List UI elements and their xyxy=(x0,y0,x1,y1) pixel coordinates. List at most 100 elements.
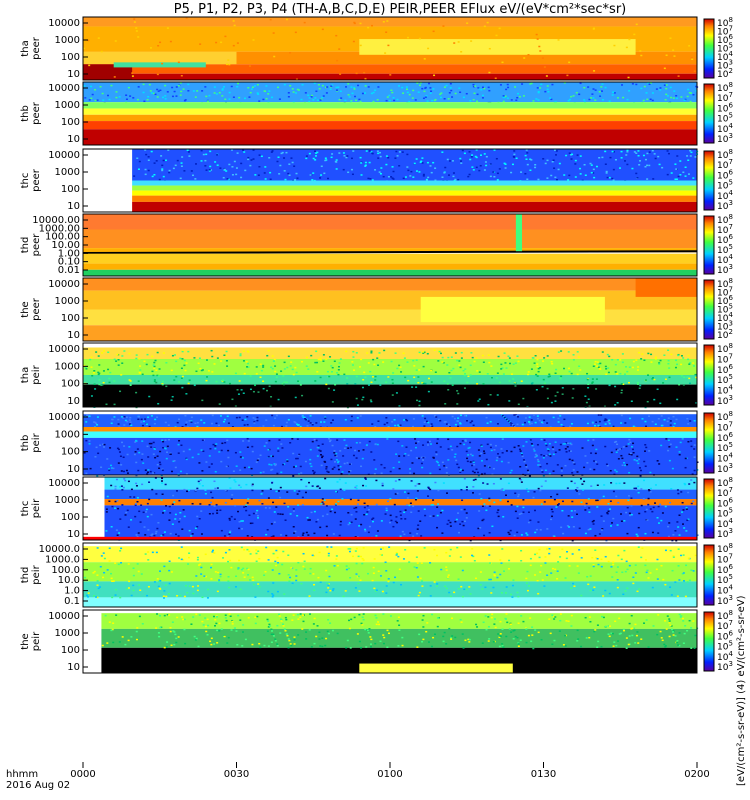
heatmap-speckle xyxy=(329,439,332,442)
heatmap-speckle xyxy=(630,453,633,456)
heatmap-speckle xyxy=(494,77,497,80)
heatmap-speckle xyxy=(635,23,638,26)
heatmap-speckle xyxy=(427,495,430,497)
heatmap-speckle xyxy=(163,531,166,533)
heatmap-speckle xyxy=(161,96,164,99)
heatmap-speckle xyxy=(457,41,460,43)
heatmap-speckle xyxy=(227,449,230,452)
heatmap-speckle xyxy=(521,83,524,85)
heatmap-speckle xyxy=(437,489,440,492)
heatmap-band xyxy=(83,229,697,249)
heatmap-speckle xyxy=(518,513,521,515)
heatmap-speckle xyxy=(103,571,106,574)
heatmap-speckle xyxy=(489,446,492,449)
heatmap-speckle xyxy=(353,507,356,510)
heatmap-speckle xyxy=(347,447,350,449)
heatmap-speckle xyxy=(588,636,591,639)
heatmap-speckle xyxy=(537,367,540,370)
heatmap-speckle xyxy=(310,465,313,468)
heatmap-speckle xyxy=(270,469,273,471)
heatmap-speckle xyxy=(368,150,371,152)
heatmap-speckle xyxy=(471,356,474,359)
heatmap-speckle xyxy=(567,351,570,353)
heatmap-speckle xyxy=(120,547,123,550)
heatmap-speckle xyxy=(179,511,182,514)
heatmap-speckle xyxy=(555,368,558,371)
heatmap-speckle xyxy=(570,95,573,98)
heatmap-speckle xyxy=(335,452,338,455)
heatmap-speckle xyxy=(107,351,110,354)
heatmap-speckle xyxy=(514,86,517,88)
heatmap-speckle xyxy=(400,583,403,586)
heatmap-speckle xyxy=(373,587,376,590)
heatmap-speckle xyxy=(615,451,618,454)
heatmap-speckle xyxy=(359,22,362,25)
heatmap-speckle xyxy=(146,353,149,356)
heatmap-speckle xyxy=(157,90,160,92)
heatmap-speckle xyxy=(377,621,380,623)
heatmap-speckle xyxy=(676,155,679,157)
heatmap-speckle xyxy=(391,394,394,396)
heatmap-speckle xyxy=(473,463,476,466)
heatmap-speckle xyxy=(513,534,516,537)
heatmap-speckle xyxy=(651,378,654,380)
heatmap-speckle xyxy=(534,629,537,631)
heatmap-speckle xyxy=(667,359,670,362)
heatmap-speckle xyxy=(243,424,246,426)
heatmap-speckle xyxy=(157,632,160,634)
heatmap-speckle xyxy=(488,638,491,640)
heatmap-speckle xyxy=(305,356,308,359)
heatmap-speckle xyxy=(680,374,683,377)
heatmap-speckle xyxy=(595,388,598,390)
heatmap-speckle xyxy=(215,380,218,383)
heatmap-speckle xyxy=(96,99,99,101)
heatmap-speckle xyxy=(520,560,523,562)
heatmap-speckle xyxy=(242,572,245,574)
heatmap-speckle xyxy=(299,425,302,428)
heatmap-speckle xyxy=(378,623,381,626)
heatmap-speckle xyxy=(486,483,489,485)
panel-1-ylabel2: peer xyxy=(31,101,42,125)
heatmap-speckle xyxy=(572,461,575,464)
heatmap-speckle xyxy=(403,419,406,421)
heatmap-band xyxy=(83,129,697,145)
heatmap-speckle xyxy=(479,154,482,156)
heatmap-speckle xyxy=(321,645,324,648)
heatmap-speckle xyxy=(364,528,367,531)
heatmap-speckle xyxy=(693,448,696,450)
heatmap-speckle xyxy=(203,575,206,577)
heatmap-speckle xyxy=(678,534,681,536)
heatmap-speckle xyxy=(319,177,322,179)
heatmap-speckle xyxy=(146,515,149,518)
heatmap-speckle xyxy=(182,88,185,90)
heatmap-speckle xyxy=(90,356,93,358)
heatmap-speckle xyxy=(269,405,272,408)
heatmap-speckle xyxy=(660,444,663,447)
heatmap-speckle xyxy=(395,150,398,153)
heatmap-speckle xyxy=(404,376,407,379)
heatmap-speckle xyxy=(111,596,114,599)
heatmap-speckle xyxy=(413,162,416,165)
heatmap-speckle xyxy=(321,84,324,87)
heatmap-speckle xyxy=(559,556,562,558)
heatmap-speckle xyxy=(491,613,494,616)
heatmap-speckle xyxy=(124,643,127,646)
heatmap-speckle xyxy=(193,357,196,359)
heatmap-speckle xyxy=(362,613,365,615)
heatmap-speckle xyxy=(135,439,138,442)
heatmap-speckle xyxy=(604,555,607,558)
heatmap-speckle xyxy=(161,168,164,170)
heatmap-speckle xyxy=(398,425,401,427)
heatmap-speckle xyxy=(487,640,490,642)
heatmap-speckle xyxy=(241,528,244,530)
heatmap-speckle xyxy=(155,551,158,554)
heatmap-speckle xyxy=(628,495,631,497)
heatmap-speckle xyxy=(233,24,236,27)
heatmap-speckle xyxy=(465,517,468,519)
heatmap-band xyxy=(83,114,697,122)
heatmap-speckle xyxy=(208,94,211,97)
heatmap-speckle xyxy=(174,164,177,167)
heatmap-speckle xyxy=(630,504,633,507)
heatmap-speckle xyxy=(458,364,461,366)
heatmap-speckle xyxy=(144,418,147,420)
